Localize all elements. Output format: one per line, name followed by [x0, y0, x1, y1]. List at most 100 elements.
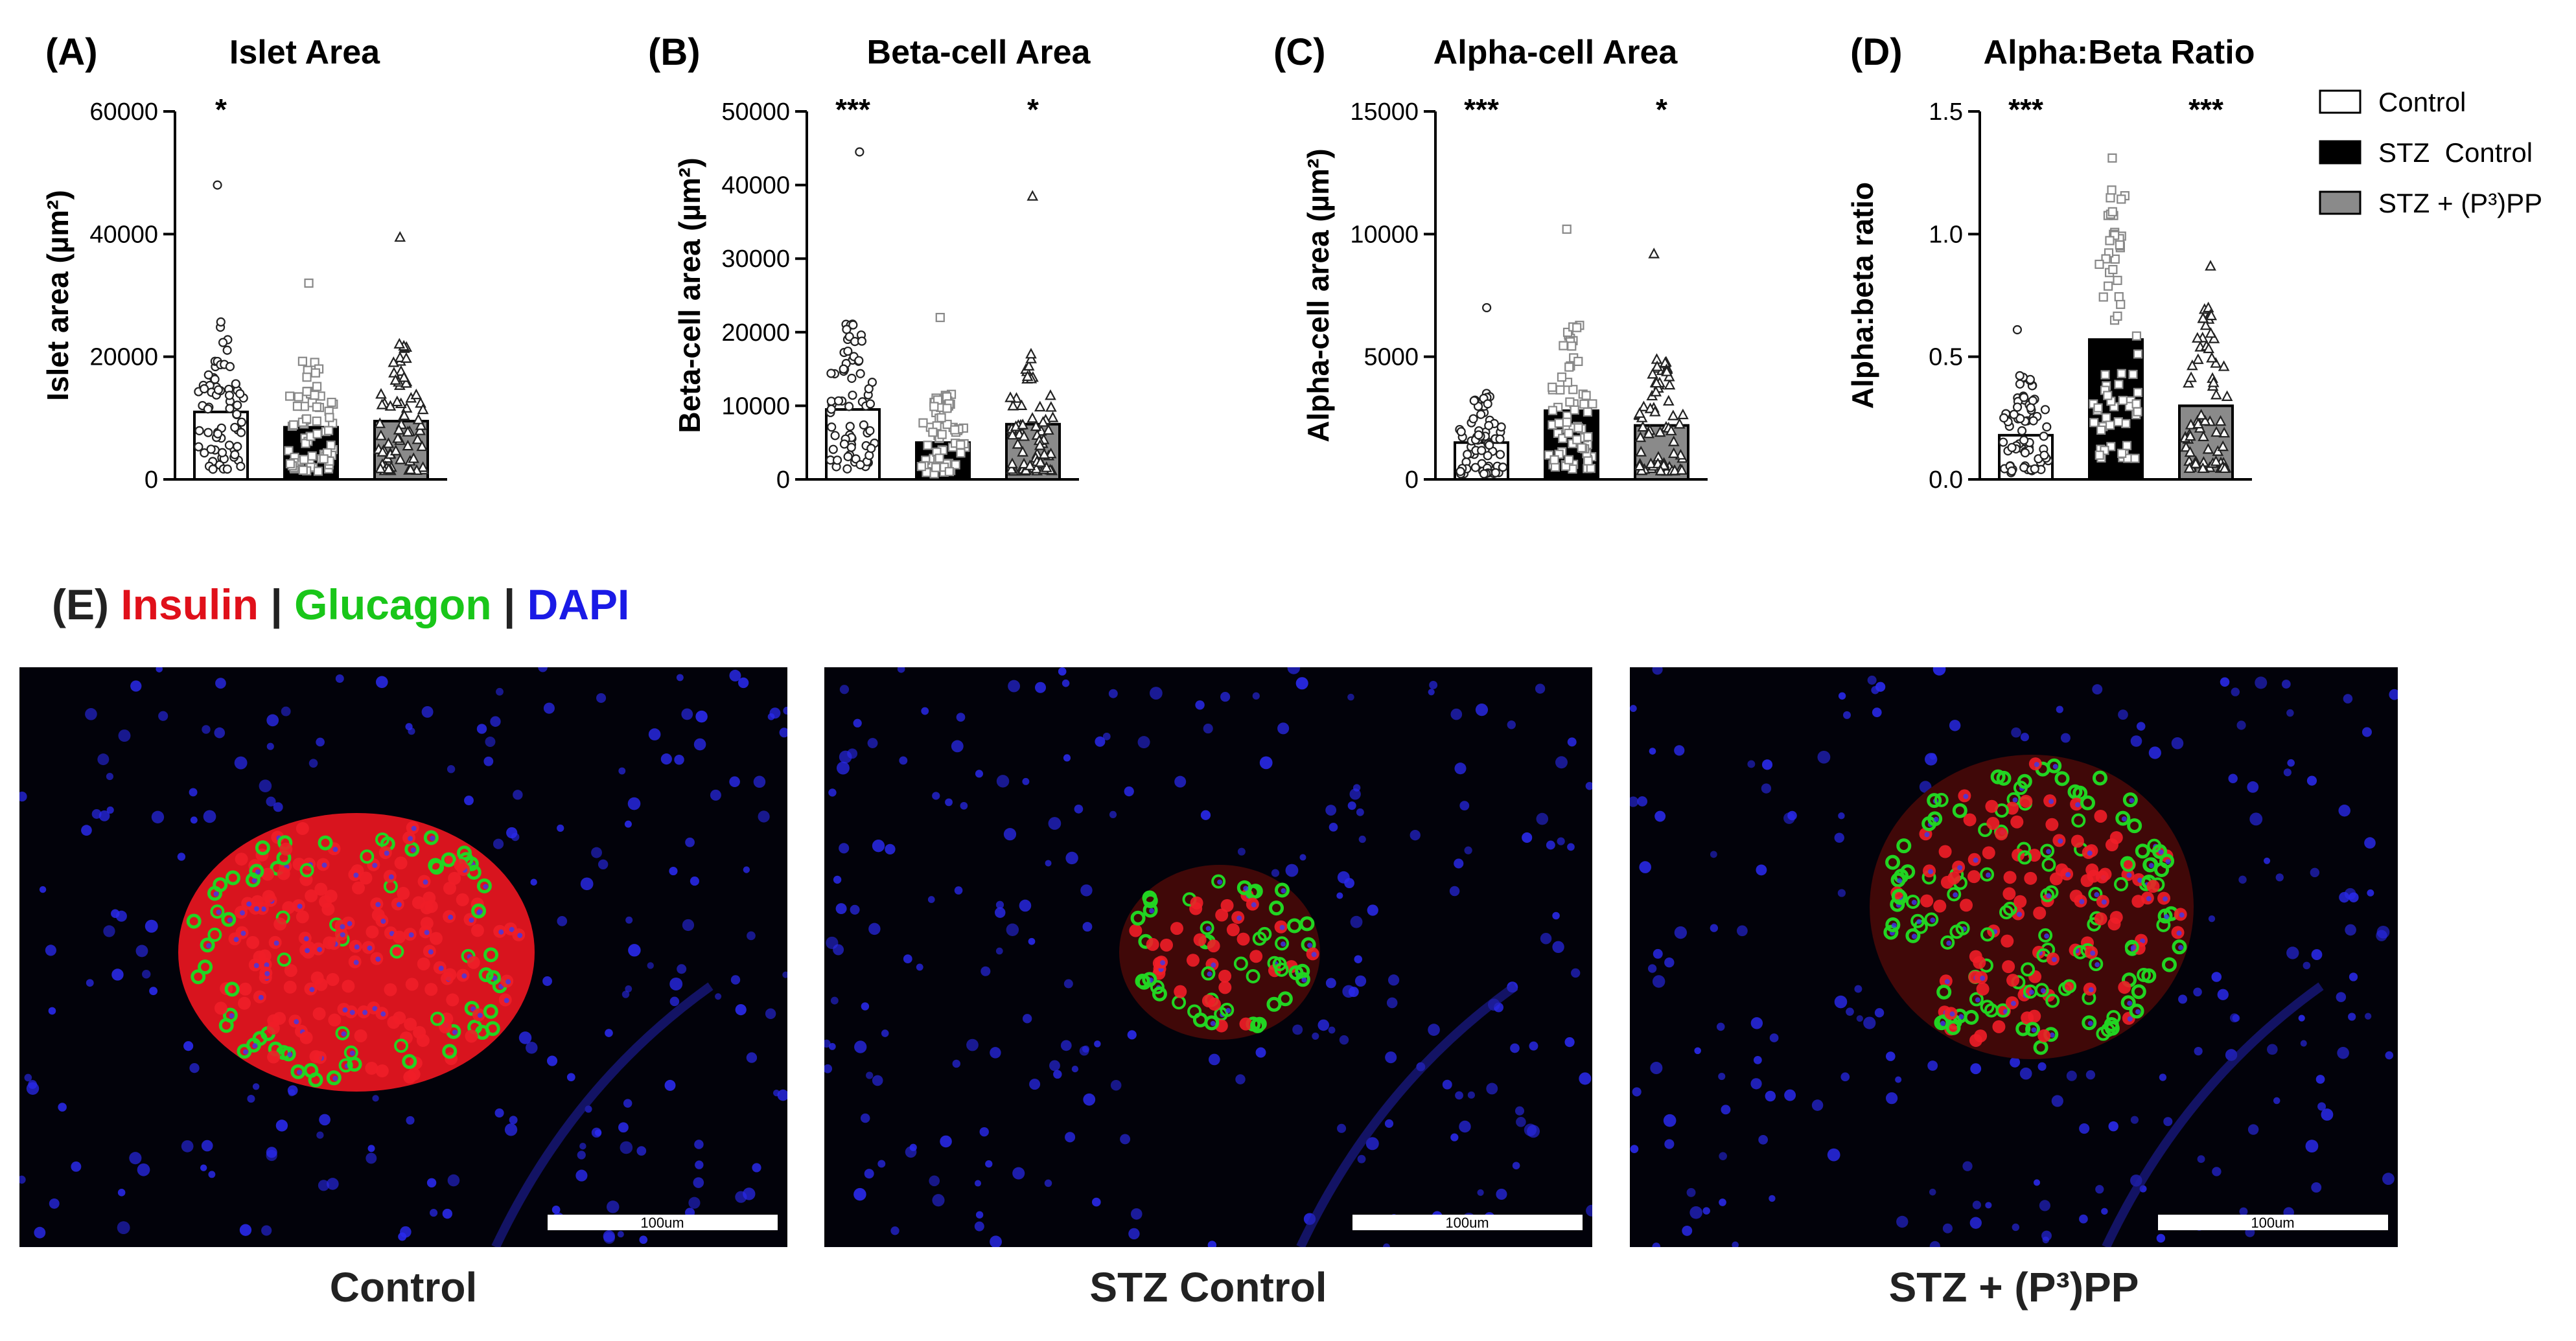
nucleus [660, 753, 672, 765]
chart-panel: (A) Islet Area Islet area (µm²) 0 20000 40000… [41, 31, 447, 494]
beta-cell [2006, 974, 2020, 987]
nucleus [951, 740, 964, 753]
nucleus [1329, 822, 1338, 832]
nucleus [995, 907, 1006, 918]
nucleus [2159, 1073, 2167, 1081]
nucleus [1838, 812, 1845, 820]
nucleus [242, 1049, 248, 1055]
data-point [2015, 379, 2025, 389]
nucleus [264, 971, 270, 977]
nucleus [2267, 1044, 2278, 1055]
nucleus [1535, 683, 1546, 694]
beta-cell [366, 925, 379, 939]
nucleus [2137, 877, 2143, 883]
beta-cell [2010, 815, 2024, 829]
data-point [2104, 281, 2113, 291]
data-point [2012, 402, 2023, 412]
data-point [1586, 463, 1595, 474]
data-point [2190, 457, 2201, 468]
nucleus [864, 1169, 874, 1179]
nucleus [2065, 872, 2071, 878]
beta-cell [417, 957, 430, 970]
nucleus [828, 1043, 836, 1050]
alpha-cell [1252, 1016, 1267, 1031]
nucleus [2037, 1062, 2047, 1071]
data-point [2108, 264, 2118, 275]
data-point [1468, 414, 1478, 424]
nucleus [1682, 1225, 1693, 1236]
beta-cell [365, 1062, 378, 1075]
nucleus [428, 949, 434, 955]
nucleus [903, 954, 912, 964]
data-point [2020, 448, 2030, 458]
nucleus [607, 1200, 620, 1213]
nucleus [1459, 801, 1470, 811]
data-point [2214, 415, 2227, 426]
data-point [1651, 360, 1663, 371]
nucleus [1654, 810, 1666, 822]
data-point [1573, 423, 1583, 433]
beta-cell [267, 1050, 281, 1064]
nucleus [1664, 957, 1675, 968]
beta-cell [262, 889, 275, 903]
nucleus [1896, 1215, 1909, 1228]
nucleus [1137, 736, 1150, 749]
nucleus [551, 1205, 561, 1214]
data-point [1470, 463, 1480, 472]
nucleus [1719, 1152, 1727, 1160]
nucleus [442, 1208, 452, 1219]
beta-cell [1129, 924, 1143, 937]
data-point [848, 390, 857, 400]
nucleus [1208, 1053, 1220, 1066]
nucleus [375, 676, 388, 689]
data-point [237, 417, 246, 427]
nucleus [2051, 957, 2057, 963]
beta-cell [324, 889, 338, 903]
data-point [203, 404, 213, 414]
nucleus [975, 770, 984, 778]
nucleus [353, 872, 359, 878]
nucleus [341, 1031, 347, 1037]
nucleus [316, 737, 325, 747]
nucleus [1756, 864, 1767, 876]
beta-cell [2094, 912, 2107, 926]
alpha-cell [2082, 1015, 2097, 1031]
alpha-cell [1890, 872, 1906, 888]
data-point [2042, 422, 2052, 432]
data-point [2094, 450, 2104, 460]
data-point [1562, 417, 1572, 427]
alpha-cell [2113, 877, 2128, 891]
nucleus [1674, 745, 1685, 756]
nucleus [877, 1160, 886, 1168]
data-point [213, 385, 224, 395]
data-point [285, 459, 296, 468]
nucleus [2130, 735, 2142, 747]
nucleus [448, 914, 454, 920]
y-tick-label: 0.0 [1929, 466, 1963, 494]
data-point [297, 356, 307, 366]
nucleus [664, 1079, 676, 1091]
data-point [828, 444, 838, 454]
nucleus [1512, 1162, 1520, 1170]
beta-cell [1938, 845, 1952, 858]
nucleus [234, 756, 248, 770]
nucleus [1071, 1066, 1079, 1073]
nucleus [2275, 873, 2284, 882]
nucleus [872, 1075, 883, 1086]
chart-panel: (C) Alpha-cell Area Alpha-cell area (µm²) 0… [1273, 31, 1708, 494]
data-point [1041, 461, 1052, 472]
alpha-cell [1277, 991, 1293, 1007]
data-point [1015, 399, 1028, 410]
data-point [2180, 441, 2192, 452]
nucleus [1737, 925, 1748, 937]
alpha-cell [1947, 887, 1962, 902]
nucleus [264, 962, 270, 968]
nucleus [408, 932, 414, 938]
nucleus [954, 886, 963, 895]
data-point [1664, 378, 1676, 390]
alpha-cell [1905, 894, 1920, 909]
data-point [394, 453, 406, 464]
nucleus [227, 917, 233, 923]
micrograph-stz-pp: 100um [1630, 667, 2398, 1247]
nucleus [1450, 708, 1463, 720]
